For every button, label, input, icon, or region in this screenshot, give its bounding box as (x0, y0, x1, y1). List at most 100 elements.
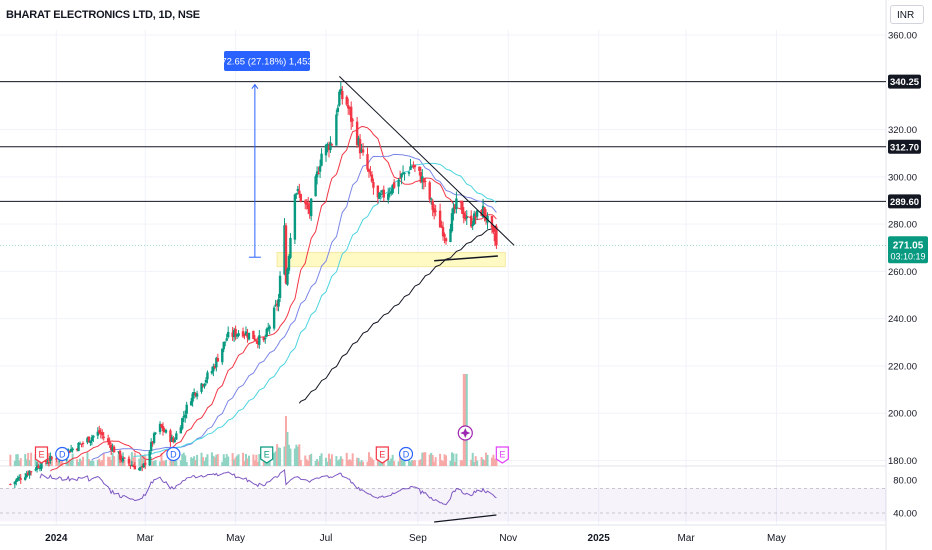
date-axis-label: Jul (320, 533, 333, 544)
currency-button[interactable]: INR (890, 5, 924, 24)
volume-bar (480, 457, 483, 466)
volume-bar (256, 461, 259, 466)
candle-body (372, 182, 375, 188)
candle-body (390, 191, 393, 194)
volume-bar (216, 454, 219, 466)
date-axis-label: Mar (677, 533, 695, 544)
volume-bar (407, 460, 410, 466)
candle-body (475, 210, 479, 217)
candle-body (407, 172, 411, 174)
volume-bar (402, 460, 405, 466)
volume-bar (492, 454, 495, 466)
volume-bar (360, 460, 363, 466)
volume-bar (287, 444, 290, 466)
volume-bar (233, 459, 236, 466)
volume-bar (305, 459, 308, 466)
volume-bar (246, 458, 249, 466)
candle-body (338, 91, 341, 106)
candle-body (459, 200, 463, 203)
earnings-label: E (38, 450, 44, 460)
volume-bar (462, 374, 465, 466)
candle-body (28, 470, 31, 476)
candle-body (367, 169, 371, 172)
volume-bar (173, 456, 176, 466)
candle-body (295, 193, 298, 195)
volume-bar (234, 457, 237, 466)
candle-body (182, 415, 185, 418)
volume-bar (227, 456, 230, 466)
candle-body (99, 431, 102, 434)
candle-body (158, 423, 162, 432)
earnings-label: E (499, 450, 505, 460)
volume-bar (327, 453, 330, 466)
volume-bar (473, 461, 476, 466)
volume-bar (329, 458, 332, 466)
candle-body (401, 172, 405, 174)
volume-bar (224, 457, 227, 466)
volume-bar (286, 432, 289, 466)
earnings-label: E (379, 450, 385, 460)
volume-bar (421, 452, 424, 466)
candle-body (38, 468, 42, 470)
candle-body (267, 327, 270, 330)
volume-bar (296, 446, 299, 466)
candle-body (409, 166, 412, 171)
candle-body (170, 437, 174, 442)
volume-bar (204, 457, 207, 466)
volume-bar (179, 460, 182, 466)
candle-body (327, 145, 331, 151)
candle-body (194, 392, 197, 396)
candle-body (175, 433, 178, 440)
candle-body (142, 463, 145, 468)
candle-body (111, 446, 114, 452)
candle-body (284, 225, 288, 284)
volume-bar (15, 454, 18, 466)
volume-bar (339, 456, 342, 466)
candle-body (13, 481, 17, 485)
volume-bar (455, 453, 458, 466)
volume-bar (452, 453, 455, 466)
volume-bar (92, 460, 95, 466)
volume-bar (181, 454, 184, 466)
candle-body (151, 441, 154, 444)
candle-body (68, 450, 71, 453)
volume-bar (449, 460, 452, 466)
candle-body (410, 166, 414, 168)
rsi-band (0, 488, 886, 522)
volume-bar (347, 460, 350, 466)
volume-bar (160, 453, 163, 466)
event-marker-earnings: E (495, 446, 509, 464)
volume-bar (111, 452, 114, 466)
volume-bar (102, 453, 105, 466)
level-label: 289.60 (890, 197, 919, 208)
volume-bar (307, 460, 310, 466)
volume-bar (258, 454, 261, 466)
volume-bar (243, 461, 246, 466)
volume-bar (117, 454, 120, 466)
volume-bar (172, 457, 175, 466)
volume-bar (253, 460, 256, 466)
candle-body (432, 208, 436, 213)
candle-body (278, 275, 282, 298)
candle-body (9, 483, 12, 485)
candle-body (195, 393, 199, 397)
volume-bar (212, 455, 215, 466)
volume-bar (359, 461, 362, 466)
candle-body (222, 341, 225, 350)
volume-bar (431, 455, 434, 466)
candle-body (243, 334, 246, 336)
candle-body (108, 441, 111, 445)
volume-bar (461, 460, 464, 466)
candle-body (169, 430, 172, 443)
candle-body (450, 213, 454, 232)
candle-body (305, 201, 308, 205)
volume-bar (154, 460, 157, 466)
candle-body (15, 479, 18, 482)
candle-body (355, 121, 359, 146)
candle-body (444, 238, 448, 242)
volume-bar (150, 456, 153, 466)
volume-bar (495, 458, 498, 466)
earnings-icon (34, 446, 49, 464)
volume-bar (206, 454, 209, 466)
